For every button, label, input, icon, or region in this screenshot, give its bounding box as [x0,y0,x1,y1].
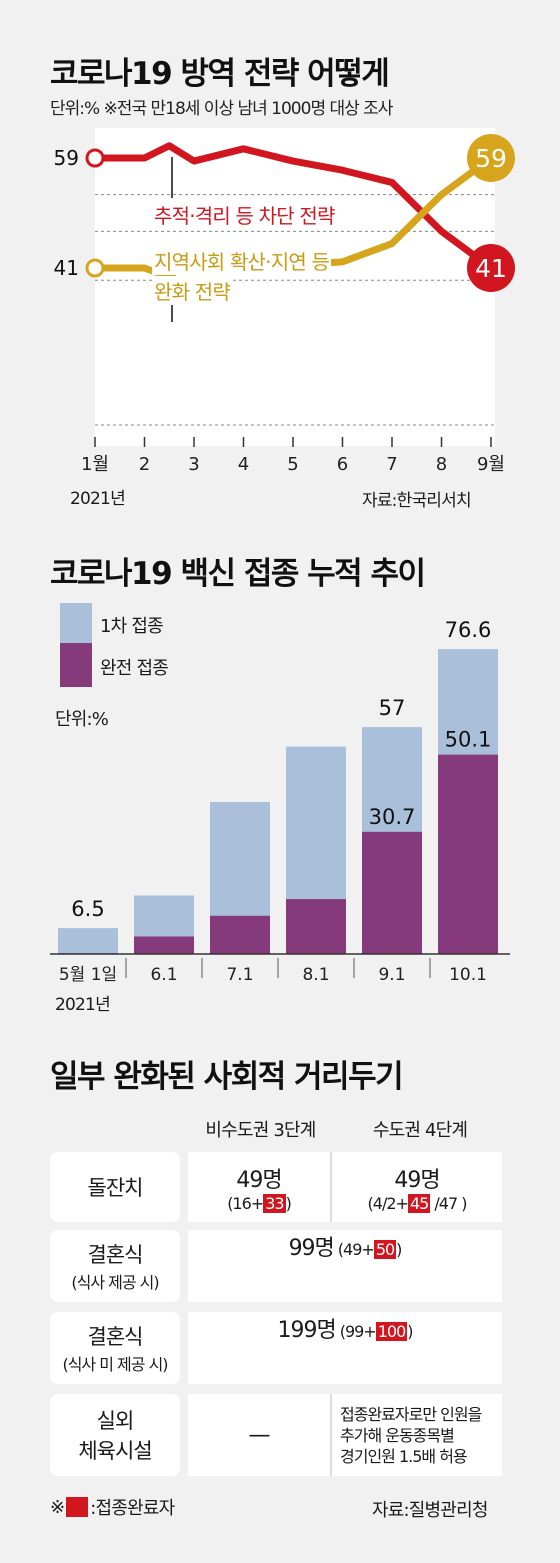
row-label-outdoor-gym: 실외 체육시설 [50,1394,180,1476]
row-label-dol: 돌잔치 [50,1152,180,1222]
row-label-wedding-nomeal-text: 결혼식 [87,1325,144,1349]
red-series-label: 추적·격리 등 차단 전략 [152,200,337,229]
row-label-wedding-meal-sub: (식사 제공 시) [71,1273,159,1292]
bar-category-label: 10.1 [449,965,487,985]
bar-first-label: 76.6 [445,618,492,642]
bar-year-label: 2021년 [55,995,111,1015]
legend-first-swatch [60,603,92,643]
table-col1-header: 비수도권 3단계 [205,1120,316,1141]
gym-dash: — [248,1422,271,1448]
wedding-nomeal-main: 199명 [277,1318,336,1343]
series-line [95,142,494,271]
series-start-marker [85,258,105,278]
dol-capital-detail: (4/2+ 45 /47 ) [367,1193,467,1213]
gold-series-label-line2: 완화 전략 [152,276,232,305]
bar-chart: 6.5 57 30.7 76.6 50.1 5월 1일 6.1 7.1 8.1 9.1 10.1 [50,618,510,985]
legend-first-label: 1차 접종 [100,616,164,637]
series-end-label: 59 [475,144,507,173]
wedding-meal-detail: (49+ 50) [337,1240,402,1259]
x-tick-label: 2 [139,454,150,475]
series-end-marker [467,134,515,182]
line-chart-unit-note: 단위:% ※전국 만18세 이상 남녀 1000명 대상 조사 [50,99,393,119]
bar-full-dose [210,915,270,954]
bar-category-label: 7.1 [226,965,253,985]
x-tick-label: 3 [188,454,199,475]
cell-dol-noncapital: 49명 (16+ 33) [188,1152,330,1222]
line-ticks: 1월 2 3 4 5 6 7 8 9월 [81,437,505,475]
series-end-marker [467,243,515,292]
dol-noncapital-detail: (16+ 33) [227,1193,292,1213]
row-label-wedding-meal: 결혼식 (식사 제공 시) [50,1230,180,1302]
gym-note-line1: 접종완료자로만 인원을 [340,1404,482,1424]
bar-first-label: 57 [379,696,406,720]
x-tick-label: 1월 [81,454,109,475]
legend-full-swatch [60,643,92,687]
footnote-prefix: ※ [50,1496,65,1518]
bar-category-label: 8.1 [302,965,329,985]
dol-noncapital-main: 49명 [236,1167,282,1193]
series-start-label: 41 [54,256,79,280]
cell-divider [330,1152,332,1222]
line-markers: 59 41 41 59 [54,134,515,292]
gold-series-label-line1: 지역사회 확산·지연 등 [152,246,332,275]
footnote: ※ :접종완료자 [50,1494,175,1520]
footnote-red-swatch [66,1497,89,1517]
bar-full-dose [286,899,346,954]
table-source: 자료:질병관리청 [372,1500,488,1521]
bar-full-dose [438,754,498,954]
wedding-meal-main: 99명 [288,1236,335,1261]
series-start-label: 59 [54,146,79,170]
wedding-nomeal-detail: (99+ 100) [339,1322,414,1341]
x-tick-label: 4 [238,454,249,475]
cell-dol-capital: 49명 (4/2+ 45 /47 ) [332,1152,502,1222]
x-tick-label: 9월 [477,454,505,475]
series-end-label: 41 [475,254,507,283]
cell-wedding-meal: 99명 (49+ 50) [188,1230,502,1302]
x-tick-label: 8 [436,454,447,475]
cell-gym-capital: 접종완료자로만 인원을 추가해 운동종목별 경기인원 1.5배 허용 [332,1394,502,1476]
bar-ticks: 5월 1일 6.1 7.1 8.1 9.1 10.1 [59,958,487,985]
bar-first-label: 6.5 [71,897,104,921]
cell-gym-noncapital: — [188,1394,330,1476]
row-label-outdoor-gym-line2: 체육시설 [78,1439,152,1463]
x-tick-label: 6 [337,454,348,475]
row-label-wedding-nomeal: 결혼식 (식사 미 제공 시) [50,1312,180,1384]
line-year-label: 2021년 [70,489,126,509]
cell-divider-2 [330,1394,332,1476]
bar-chart-title: 코로나19 백신 접종 누적 추이 [50,556,426,592]
row-label-wedding-meal-text: 결혼식 [87,1243,144,1267]
row-label-wedding-nomeal-sub: (식사 미 제공 시) [62,1355,168,1374]
bar-full-label: 30.7 [369,805,416,829]
bar-category-label: 6.1 [150,965,177,985]
x-tick-label: 5 [287,454,298,475]
bar-category-label: 9.1 [378,965,405,985]
table-col2-header: 수도권 4단계 [372,1120,468,1141]
row-label-dol-text: 돌잔치 [87,1176,144,1200]
gym-note-line2: 추가해 운동종목별 [340,1425,455,1445]
bar-full-label: 50.1 [445,728,492,752]
table-title: 일부 완화된 사회적 거리두기 [50,1059,404,1095]
dol-capital-main: 49명 [394,1167,440,1193]
footnote-text: :접종완료자 [90,1498,175,1519]
bar-full-dose [362,831,422,954]
bar-first-dose [58,928,118,954]
bar-unit-label: 단위:% [55,709,109,730]
legend-full-label: 완전 접종 [100,658,169,679]
bar-full-dose [134,936,194,954]
line-chart-title: 코로나19 방역 전략 어떻게 [50,56,390,92]
bars: 6.5 57 30.7 76.6 50.1 [58,618,498,954]
row-label-outdoor-gym-line1: 실외 [96,1409,135,1433]
cell-wedding-nomeal: 199명 (99+ 100) [188,1312,502,1384]
gym-note-line3: 경기인원 1.5배 허용 [340,1446,468,1466]
line-source: 자료:한국리서치 [362,491,472,511]
series-start-marker [85,148,105,168]
bar-category-label: 5월 1일 [59,965,117,985]
x-tick-label: 7 [386,454,397,475]
